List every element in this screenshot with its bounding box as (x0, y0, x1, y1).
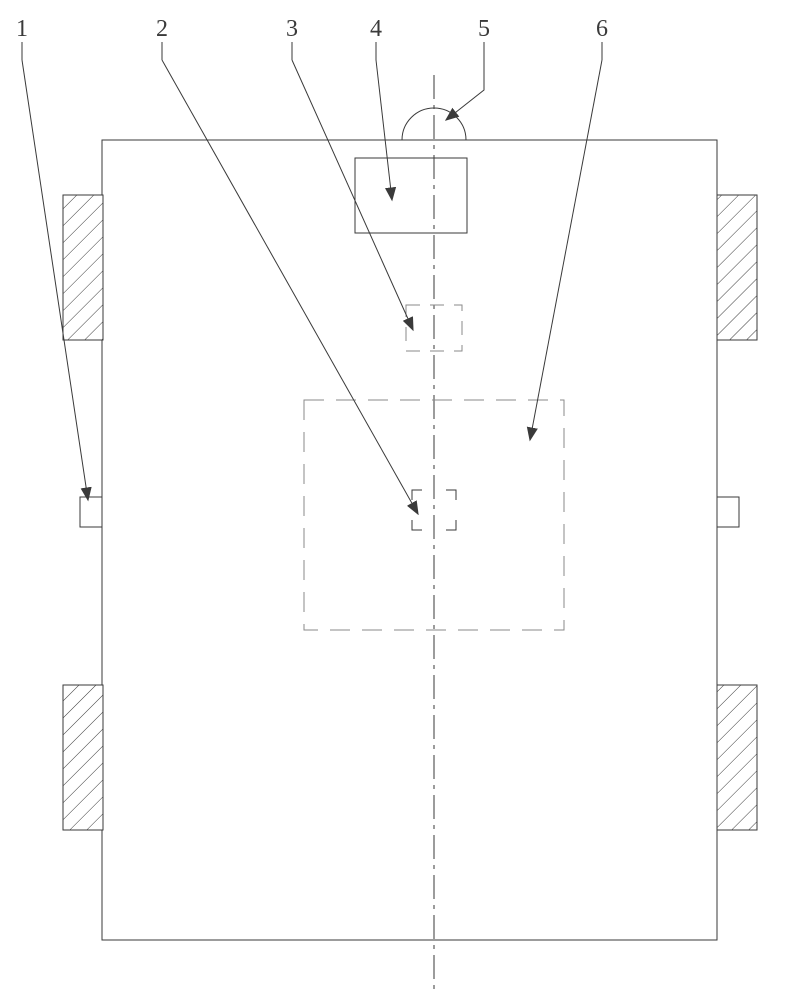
hatched-block-bot_right (717, 685, 757, 830)
center-bracket (446, 520, 456, 530)
solid-rect (355, 158, 467, 233)
leader-2 (162, 60, 418, 514)
side-tab-right (717, 497, 739, 527)
outer-box (102, 140, 717, 940)
center-bracket (446, 490, 456, 500)
leader-4 (376, 60, 392, 200)
center-bracket (412, 520, 422, 530)
label-l6: 6 (596, 16, 608, 42)
label-l4: 4 (370, 16, 382, 42)
label-l1: 1 (16, 16, 28, 42)
leader-6 (530, 60, 602, 440)
hatched-block-bot_left (63, 685, 103, 830)
label-l3: 3 (286, 16, 298, 42)
hatched-block-top_left (63, 195, 103, 340)
leader-3 (292, 60, 413, 330)
leader-5 (446, 60, 484, 120)
label-l2: 2 (156, 16, 168, 42)
hatched-block-top_right (717, 195, 757, 340)
label-l5: 5 (478, 16, 490, 42)
side-tab-left (80, 497, 102, 527)
center-bracket (412, 490, 422, 500)
